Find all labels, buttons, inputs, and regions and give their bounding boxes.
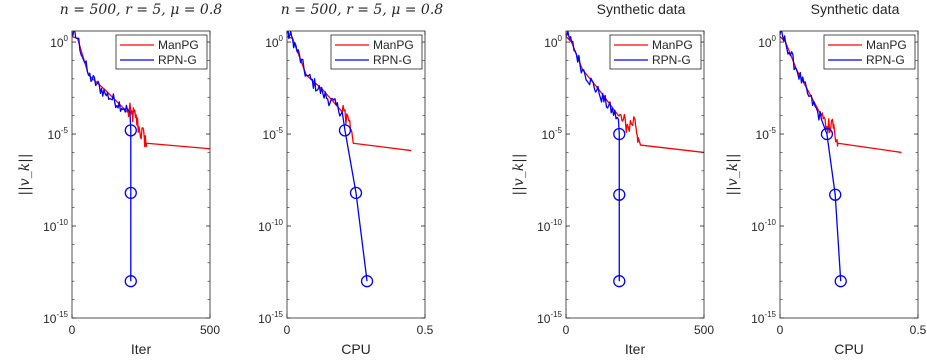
legend-entry: RPN-G <box>158 53 197 67</box>
series-line <box>72 31 132 282</box>
data-point-marker <box>820 127 834 141</box>
x-axis-label: Iter <box>625 341 646 357</box>
legend-entry: ManPG <box>373 38 414 52</box>
axes-box <box>565 30 705 319</box>
legend-entry: RPN-G <box>866 53 905 67</box>
x-tick-label: 0.5 <box>417 323 434 337</box>
y-axis-label: ||v_k|| <box>511 153 527 195</box>
y-tick-label: 100 <box>50 34 68 50</box>
y-tick-label: 10-5 <box>542 126 563 142</box>
data-point-marker <box>124 124 137 137</box>
chart-panel-1: 100 10-5 10-10 10-150 500 Iter ||v_k|| n = 500,… <box>17 2 222 357</box>
data-point-marker <box>360 275 374 288</box>
y-tick-label: 10-5 <box>48 126 69 142</box>
data-point-marker <box>613 127 626 141</box>
x-tick-label: 0 <box>284 323 291 337</box>
chart-title: Synthetic data <box>597 1 686 17</box>
y-tick-label: 10-10 <box>537 218 562 234</box>
chart-title: n = 500, r = 5, μ = 0.8 <box>60 2 222 18</box>
chart-title: Synthetic data <box>811 1 900 17</box>
y-tick-label: 10-10 <box>751 218 776 234</box>
chart-panel-2: 100 10-5 10-10 10-150 0.5 CPU n = 500, r = 5, … <box>258 2 443 357</box>
y-tick-label: 100 <box>265 34 283 50</box>
series-manpg <box>780 36 902 154</box>
x-axis-label: Iter <box>131 341 152 357</box>
x-tick-label: 0 <box>777 323 784 337</box>
legend-box <box>609 34 702 70</box>
series-line <box>566 36 704 154</box>
legend-entry: RPN-G <box>652 53 691 67</box>
series-line <box>566 31 620 282</box>
chart-title: n = 500, r = 5, μ = 0.8 <box>281 2 443 18</box>
series-line <box>780 36 902 154</box>
legend-entry: ManPG <box>866 38 907 52</box>
data-point-marker <box>338 124 352 137</box>
legend-entry: ManPG <box>652 38 693 52</box>
data-point-marker <box>124 275 137 288</box>
legend-box <box>330 34 423 70</box>
y-tick-label: 10-15 <box>751 310 776 326</box>
y-tick-label: 100 <box>758 34 776 50</box>
x-tick-label: 0 <box>563 323 570 337</box>
legend-entry: ManPG <box>158 38 199 52</box>
series-line <box>72 35 210 150</box>
y-tick-label: 10-15 <box>258 310 283 326</box>
chart-panel-4: 100 10-5 10-10 10-150 0.5 CPU ||v_k|| Synthetic… <box>725 1 927 357</box>
series-rpn-g <box>287 31 374 288</box>
x-tick-label: 500 <box>200 323 220 337</box>
legend-entry: RPN-G <box>373 53 412 67</box>
y-tick-label: 100 <box>544 34 562 50</box>
series-line <box>287 31 368 282</box>
series-line <box>780 31 842 282</box>
chart-panel-3: 100 10-5 10-10 10-150 500 Iter ||v_k|| Syntheti… <box>511 1 714 357</box>
y-tick-label: 10-15 <box>43 310 68 326</box>
series-manpg <box>287 35 412 152</box>
series-rpn-g <box>72 31 137 288</box>
x-tick-label: 0 <box>69 323 76 337</box>
y-tick-label: 10-10 <box>258 218 283 234</box>
series-line <box>287 35 412 152</box>
x-axis-label: CPU <box>834 341 864 357</box>
x-tick-label: 0.5 <box>910 323 927 337</box>
axes-box <box>286 30 426 319</box>
legend-box <box>115 34 208 70</box>
y-axis-label: ||v_k|| <box>17 153 33 195</box>
y-axis-label: ||v_k|| <box>725 153 741 195</box>
legend-box <box>823 34 916 70</box>
axes-box <box>779 30 919 319</box>
data-point-marker <box>613 275 626 288</box>
series-rpn-g <box>566 31 626 288</box>
series-rpn-g <box>780 31 847 288</box>
y-tick-label: 10-15 <box>537 310 562 326</box>
y-tick-label: 10-5 <box>263 126 284 142</box>
x-axis-label: CPU <box>341 341 371 357</box>
x-tick-label: 500 <box>694 323 714 337</box>
y-tick-label: 10-5 <box>756 126 777 142</box>
data-point-marker <box>834 275 847 288</box>
data-point-marker <box>124 186 137 200</box>
y-tick-label: 10-10 <box>43 218 68 234</box>
data-point-marker <box>829 188 842 201</box>
data-point-marker <box>349 186 363 200</box>
data-point-marker <box>613 188 626 201</box>
series-manpg <box>72 35 210 150</box>
axes-box <box>71 30 211 319</box>
series-manpg <box>566 36 704 154</box>
